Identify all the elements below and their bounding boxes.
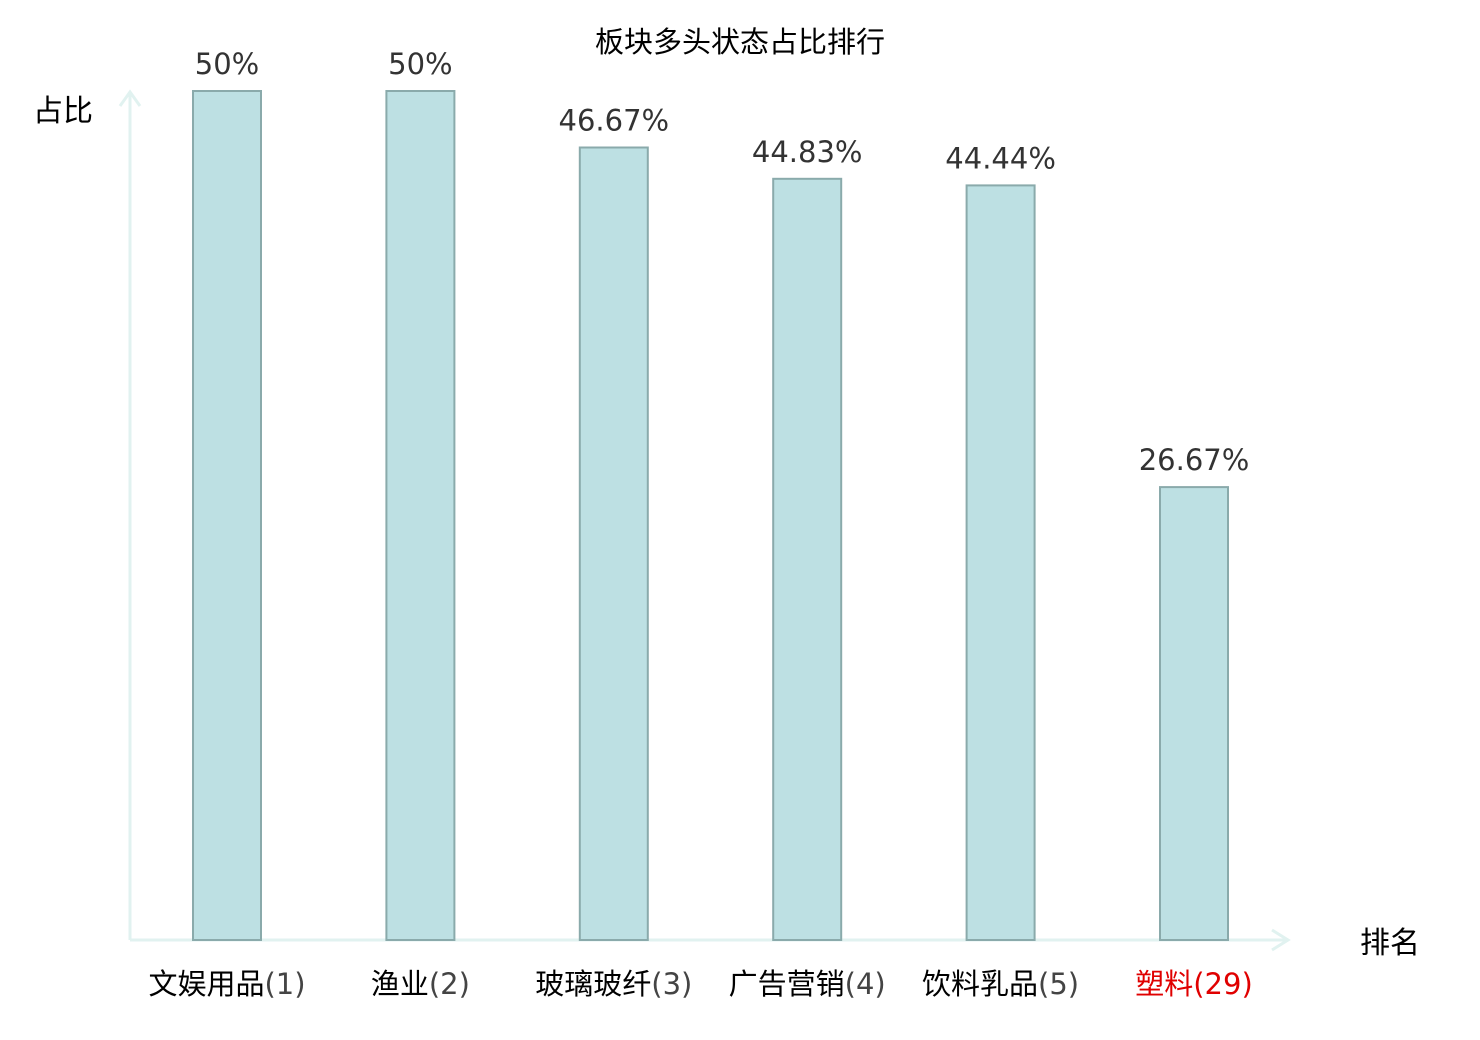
bar [772, 177, 843, 942]
y-axis-label: 占比 [33, 94, 93, 129]
category-tick-label: 塑料(29) [1135, 967, 1253, 1001]
x-axis [130, 928, 1291, 952]
bar-value-label: 46.67% [559, 104, 670, 138]
category-tick-label: 玻璃玻纤(3) [535, 967, 692, 1001]
category-tick-label: 渔业(2) [371, 967, 470, 1001]
category-tick-label: 饮料乳品(5) [922, 967, 1079, 1001]
bar [385, 90, 456, 941]
y-axis [118, 89, 142, 940]
category-tick-label: 文娱用品(1) [148, 967, 305, 1001]
bar-value-label: 44.44% [945, 141, 1056, 175]
bar-value-label: 50% [388, 47, 452, 81]
bar [192, 90, 262, 941]
bar [578, 146, 649, 941]
bar-value-label: 26.67% [1139, 443, 1250, 477]
bar [965, 184, 1036, 941]
bar [1159, 486, 1229, 941]
chart-title: 板块多头状态占比排行 [595, 25, 885, 59]
bar-value-label: 50% [195, 47, 259, 81]
bar-value-label: 44.83% [752, 135, 863, 169]
x-axis-label: 排名 [1360, 926, 1420, 961]
category-tick-label: 广告营销(4) [729, 967, 886, 1001]
bars-group: 50% 文娱用品(1) 50% 渔业(2) 46.67% 玻璃玻纤(3) 44.83% 广告营… [148, 47, 1252, 1001]
